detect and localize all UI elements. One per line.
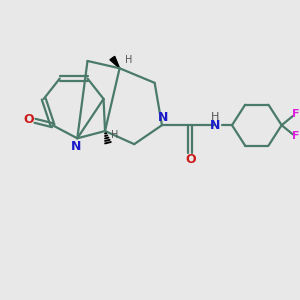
Text: F: F	[292, 131, 300, 141]
Polygon shape	[110, 56, 120, 68]
Text: F: F	[292, 109, 300, 119]
Text: N: N	[210, 119, 220, 132]
Text: N: N	[70, 140, 81, 153]
Text: O: O	[185, 153, 196, 166]
Text: N: N	[158, 111, 168, 124]
Text: O: O	[23, 113, 34, 126]
Text: H: H	[211, 112, 219, 122]
Text: H: H	[125, 55, 132, 65]
Text: H: H	[111, 130, 118, 140]
